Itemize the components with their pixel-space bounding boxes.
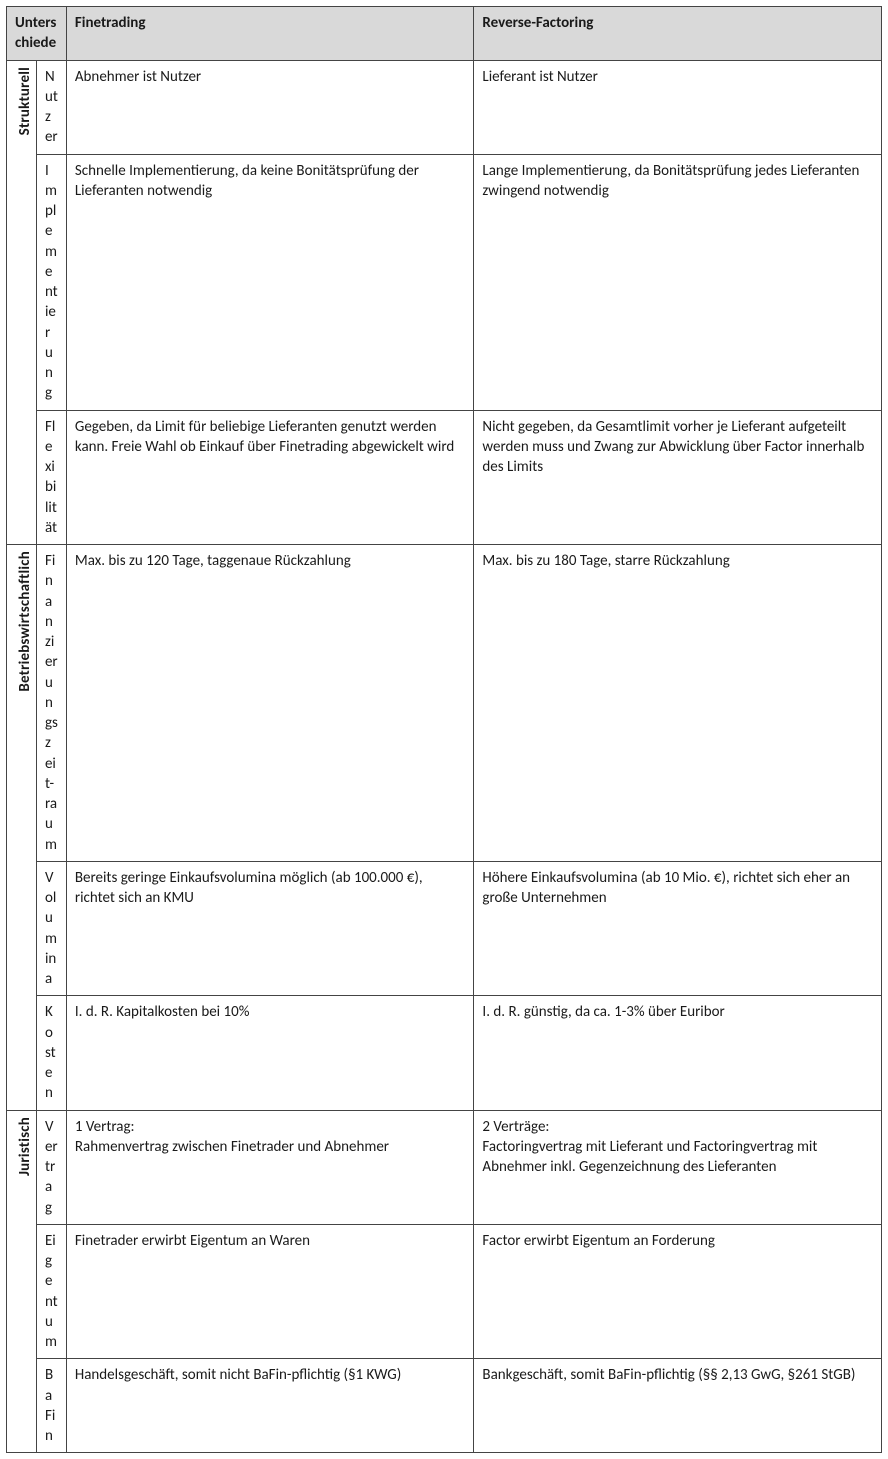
- table-row: Juristisch Vertrag 1 Vertrag:Rahmenvertr…: [7, 1110, 882, 1224]
- finetrading-cell: 1 Vertrag:Rahmenvertrag zwischen Finetra…: [66, 1110, 474, 1224]
- aspect-cell: Finanzierungszeit-raum: [36, 545, 66, 862]
- group-label: Betriebswirtschaftlich: [15, 551, 35, 692]
- finetrading-cell: Finetrader erwirbt Eigentum an Waren: [66, 1224, 474, 1359]
- aspect-cell: Vertrag: [36, 1110, 66, 1224]
- aspect-cell: Nutzer: [36, 60, 66, 154]
- aspect-cell: Implementierung: [36, 154, 66, 410]
- reverse-cell: Höhere Einkaufsvolumina (ab 10 Mio. €), …: [474, 861, 882, 996]
- aspect-cell: Flexibilität: [36, 410, 66, 545]
- finetrading-cell: Bereits geringe Einkaufsvolumina möglich…: [66, 861, 474, 996]
- table-header-row: Unterschiede Finetrading Reverse-Factori…: [7, 7, 882, 61]
- reverse-cell: Nicht gegeben, da Gesamtlimit vorher je …: [474, 410, 882, 545]
- reverse-cell: I. d. R. günstig, da ca. 1-3% über Eurib…: [474, 996, 882, 1110]
- reverse-cell: Factor erwirbt Eigentum an Forderung: [474, 1224, 882, 1359]
- table-row: Implementierung Schnelle Implementierung…: [7, 154, 882, 410]
- finetrading-cell: Max. bis zu 120 Tage, taggenaue Rückzahl…: [66, 545, 474, 862]
- finetrading-cell: Abnehmer ist Nutzer: [66, 60, 474, 154]
- comparison-table: Unterschiede Finetrading Reverse-Factori…: [6, 6, 882, 1453]
- finetrading-cell: Handelsgeschäft, somit nicht BaFin-pflic…: [66, 1359, 474, 1453]
- header-reverse-factoring: Reverse-Factoring: [474, 7, 882, 61]
- aspect-cell: BaFin: [36, 1359, 66, 1453]
- reverse-cell: Max. bis zu 180 Tage, starre Rückzahlung: [474, 545, 882, 862]
- finetrading-cell: Gegeben, da Limit für beliebige Lieferan…: [66, 410, 474, 545]
- reverse-cell: Lange Implementierung, da Bonitätsprüfun…: [474, 154, 882, 410]
- finetrading-cell: I. d. R. Kapitalkosten bei 10%: [66, 996, 474, 1110]
- finetrading-cell: Schnelle Implementierung, da keine Bonit…: [66, 154, 474, 410]
- table-row: Flexibilität Gegeben, da Limit für belie…: [7, 410, 882, 545]
- table-row: Kosten I. d. R. Kapitalkosten bei 10% I.…: [7, 996, 882, 1110]
- table-row: BaFin Handelsgeschäft, somit nicht BaFin…: [7, 1359, 882, 1453]
- group-juristisch: Juristisch: [7, 1110, 37, 1453]
- aspect-cell: Kosten: [36, 996, 66, 1110]
- reverse-cell: 2 Verträge:Factoringvertrag mit Lieferan…: [474, 1110, 882, 1224]
- group-label: Juristisch: [15, 1117, 35, 1176]
- table-row: Volumina Bereits geringe Einkaufsvolumin…: [7, 861, 882, 996]
- aspect-cell: Volumina: [36, 861, 66, 996]
- aspect-cell: Eigentum: [36, 1224, 66, 1359]
- table-row: Eigentum Finetrader erwirbt Eigentum an …: [7, 1224, 882, 1359]
- table-row: Betriebswirtschaftlich Finanzierungszeit…: [7, 545, 882, 862]
- group-betriebswirtschaftlich: Betriebswirtschaftlich: [7, 545, 37, 1111]
- reverse-cell: Bankgeschäft, somit BaFin-pflichtig (§§ …: [474, 1359, 882, 1453]
- group-strukturell: Strukturell: [7, 60, 37, 545]
- header-finetrading: Finetrading: [66, 7, 474, 61]
- reverse-cell: Lieferant ist Nutzer: [474, 60, 882, 154]
- group-label: Strukturell: [15, 67, 35, 135]
- header-differences: Unterschiede: [7, 7, 67, 61]
- table-row: Strukturell Nutzer Abnehmer ist Nutzer L…: [7, 60, 882, 154]
